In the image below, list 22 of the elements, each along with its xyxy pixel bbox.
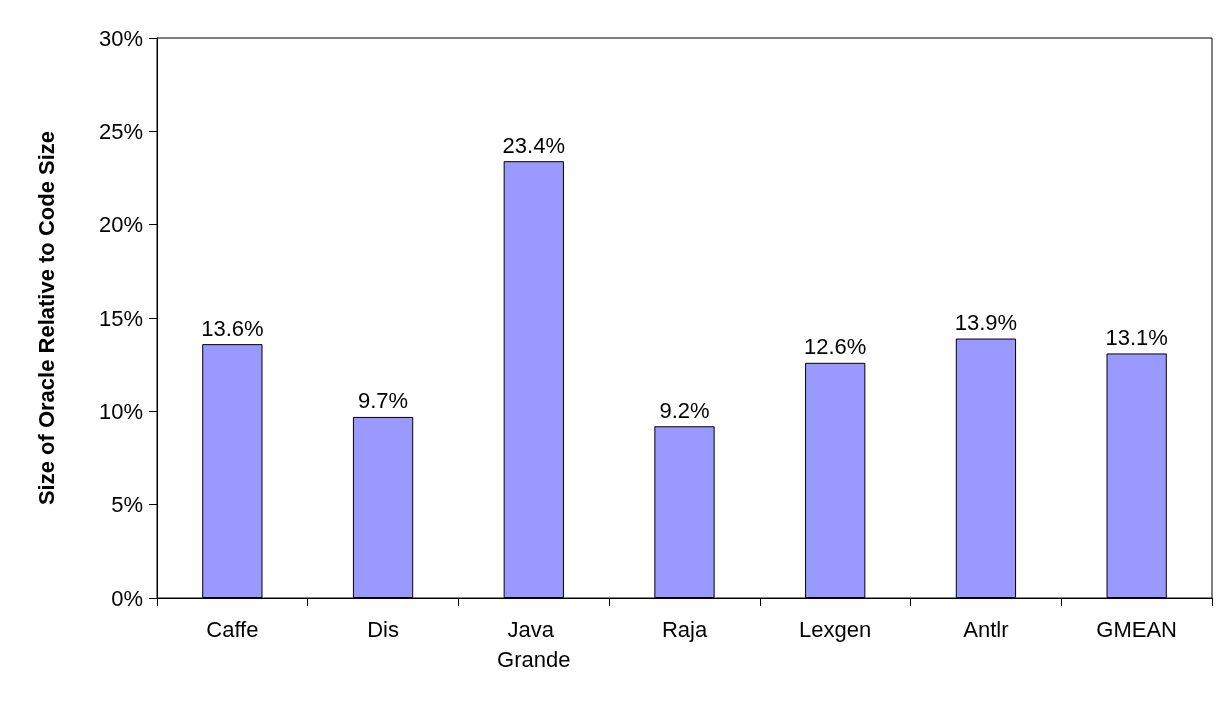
x-tick-label: Dis [367, 616, 399, 642]
data-label: 9.7% [357, 388, 409, 414]
y-axis-title: Size of Oracle Relative to Code Size [33, 130, 59, 506]
data-label: 12.6% [804, 334, 867, 360]
data-label: 13.6% [201, 315, 264, 341]
data-label: 9.2% [659, 397, 710, 423]
x-tick-label: Java Grande [497, 616, 571, 672]
x-tick-label: Lexgen [799, 616, 872, 642]
data-label: 13.9% [954, 310, 1018, 336]
y-tick-label: 20% [98, 212, 143, 238]
y-tick-label: 15% [98, 305, 143, 331]
x-tick-label: Caffe [206, 616, 259, 642]
x-tick-label: Antlr [963, 616, 1009, 642]
y-tick-label: 5% [111, 492, 143, 518]
y-tick-label: 10% [98, 398, 143, 424]
data-label: 13.1% [1105, 324, 1168, 350]
y-tick-label: 30% [98, 25, 143, 51]
y-tick-label: 25% [98, 118, 143, 144]
x-tick-label: GMEAN [1096, 616, 1177, 642]
data-label: 23.4% [502, 132, 565, 158]
y-tick-label: 0% [111, 585, 143, 611]
x-tick-label: Raja [661, 616, 708, 642]
